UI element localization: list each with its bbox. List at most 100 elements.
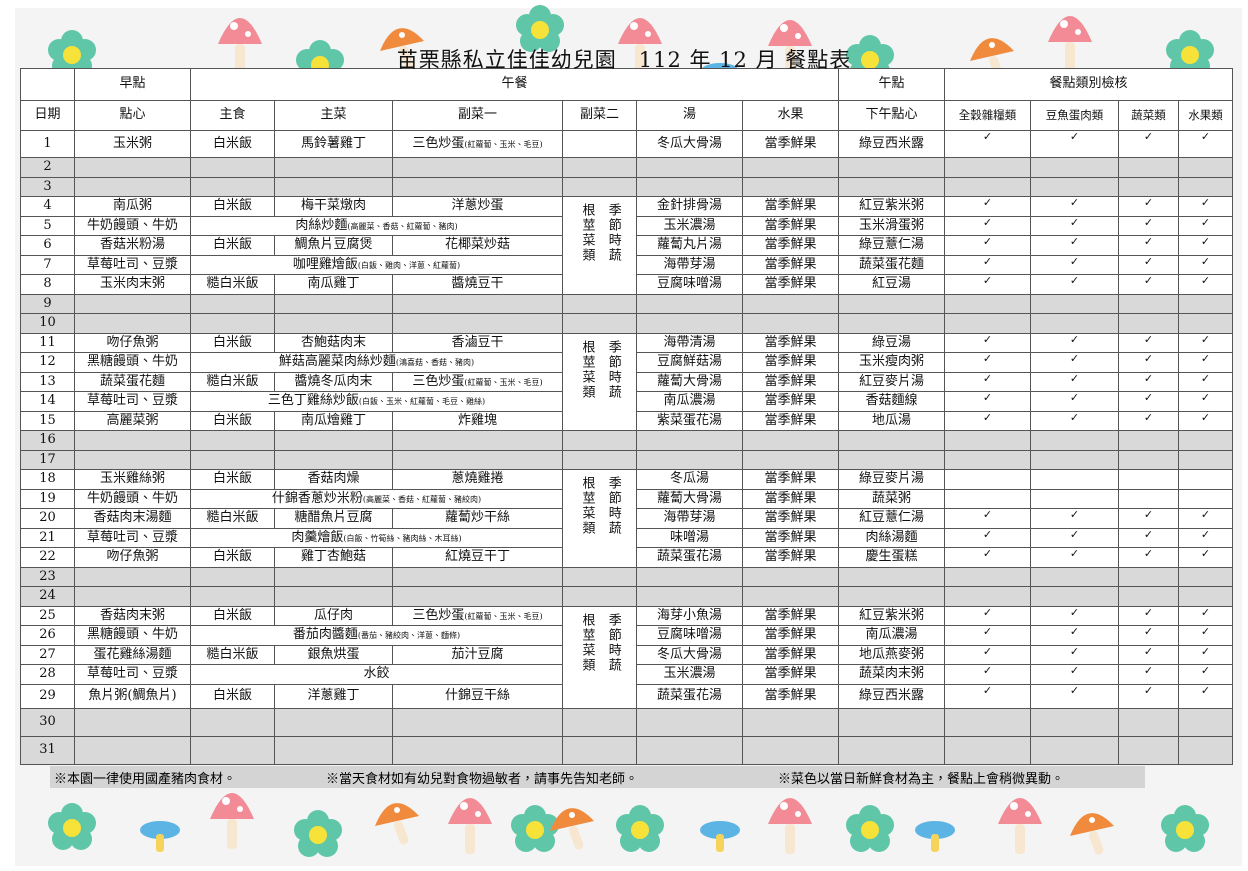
column-label: 副菜二 [579,107,619,123]
date-cell: 6 [20,235,75,256]
check-mark: ✓ [982,664,993,677]
check-cell: ✓ [1030,352,1120,373]
footer-note: ※菜色以當日新鮮食材為主，餐點上會稍微異動。 [778,771,1065,787]
main: 醬燒冬瓜肉末 [294,373,373,389]
date: 19 [39,490,56,506]
check-cell [1030,469,1120,490]
empty-cell [944,293,1032,314]
empty-cell [1178,293,1234,314]
soup-cell: 玉米濃湯 [636,215,743,236]
check-cell: ✓ [1178,391,1234,412]
afternoon: 地瓜燕麥粥 [859,646,925,662]
date-cell: 25 [20,605,75,626]
check-mark: ✓ [1069,684,1080,697]
check-cell: ✓ [944,625,1032,646]
empty-cell [1178,430,1234,451]
soup-cell: 海芽小魚湯 [636,605,743,626]
group-label: 午點 [878,76,905,92]
snack-cell: 黑糖饅頭、牛奶 [74,352,191,373]
snack-cell: 牛奶饅頭、牛奶 [74,488,191,509]
staple: 白米飯 [212,607,252,623]
empty-cell [392,293,563,314]
side1: 三色炒蛋 [412,135,465,151]
check-cell: ✓ [1030,683,1120,709]
check-cell: ✓ [944,215,1032,236]
side2-label: 季節時蔬 [605,203,621,263]
empty-cell [190,176,275,197]
footer-note: ※本園一律使用國產豬肉食材。 [54,771,237,787]
check-cell: ✓ [1030,332,1120,353]
staple: 糙白米飯 [206,276,259,292]
check-mark: ✓ [982,606,993,619]
snack: 草莓吐司、豆漿 [86,529,178,545]
afternoon: 紅豆麥片湯 [859,373,925,389]
empty-cell [636,449,743,470]
empty-cell [1030,707,1120,737]
side1: 茄汁豆腐 [451,646,504,662]
check-mark: ✓ [1200,372,1211,385]
lunch-cell: 鮮菇高麗菜肉絲炒麵(鴻喜菇、香菇、豬肉) [190,352,563,373]
side1: 洋蔥炒蛋 [451,198,504,214]
group-header-row: 早點 午餐 午點 餐點類別檢核 [20,68,1234,101]
check-cell: ✓ [1030,254,1120,275]
column-header: 蔬菜類 [1118,100,1180,131]
empty-cell [1118,707,1180,737]
title: 苗栗縣私立佳佳幼兒園 112 年 12 月 餐點表 [396,48,852,72]
check-cell: ✓ [1178,605,1234,626]
snack: 香菇肉末湯麵 [93,510,172,526]
staple: 白米飯 [212,334,252,350]
empty-cell [392,707,563,737]
column-header: 湯 [636,100,743,131]
soup-cell: 冬瓜大骨湯 [636,130,743,158]
lunch-cell: 什錦香蔥炒米粉(高麗菜、香菇、紅蘿蔔、豬絞肉) [190,488,563,509]
check-mark: ✓ [1069,216,1080,229]
empty-cell [392,586,563,607]
empty-cell [274,586,393,607]
date-cell: 22 [20,547,75,568]
staple: 糙白米飯 [206,646,259,662]
check-mark: ✓ [1200,664,1211,677]
empty-cell [274,566,393,587]
check-mark: ✓ [1143,216,1154,229]
empty-cell [838,313,946,334]
empty-cell [741,735,840,765]
soup: 南瓜濃湯 [663,393,716,409]
empty-cell [392,449,563,470]
snack-cell: 南瓜粥 [74,196,191,217]
afternoon-cell: 紅豆紫米粥 [838,605,946,626]
empty-cell [944,176,1032,197]
main: 洋蔥雞丁 [307,687,360,703]
empty-cell [944,157,1032,178]
snack-cell: 香菇米粉湯 [74,235,191,256]
empty-cell [190,586,275,607]
day-row: 21 草莓吐司、豆漿 肉羹燴飯(白飯、竹筍絲、豬肉絲、木耳絲) 味噌湯 當季鮮果 肉絲湯麵… [20,527,1234,548]
snack: 牛奶饅頭、牛奶 [86,217,178,233]
date: 12 [39,354,56,370]
check-cell: ✓ [944,547,1032,568]
fruit-cell: 當季鮮果 [741,254,840,275]
date-cell: 17 [20,449,75,470]
check-cell: ✓ [944,352,1032,373]
check-cell: ✓ [1118,508,1180,529]
empty-cell [74,566,191,587]
main-cell: 香菇肉燥 [274,469,393,490]
date: 24 [39,588,56,604]
afternoon-cell: 紅豆薏仁湯 [838,508,946,529]
check-mark: ✓ [1069,333,1080,346]
date-cell: 26 [20,625,75,646]
date: 31 [39,741,56,757]
lunch-cell: 肉絲炒麵(高麗菜、香菇、紅蘿蔔、豬肉) [190,215,563,236]
main-cell: 雞丁杏鮑菇 [274,547,393,568]
check-cell: ✓ [944,130,1032,158]
check-cell: ✓ [1118,644,1180,665]
afternoon: 蔬菜蛋花麵 [859,256,925,272]
soup-cell: 海帶芽湯 [636,254,743,275]
check-mark: ✓ [1069,274,1080,287]
soup: 金針排骨湯 [656,198,722,214]
side1: 紅燒豆干丁 [444,549,510,565]
group-header: 午餐 [189,68,840,101]
side1: 花椰菜炒菇 [444,237,510,253]
fruit: 當季鮮果 [764,217,817,233]
snack-cell: 香菇肉末粥 [74,605,191,626]
empty-cell [636,176,743,197]
